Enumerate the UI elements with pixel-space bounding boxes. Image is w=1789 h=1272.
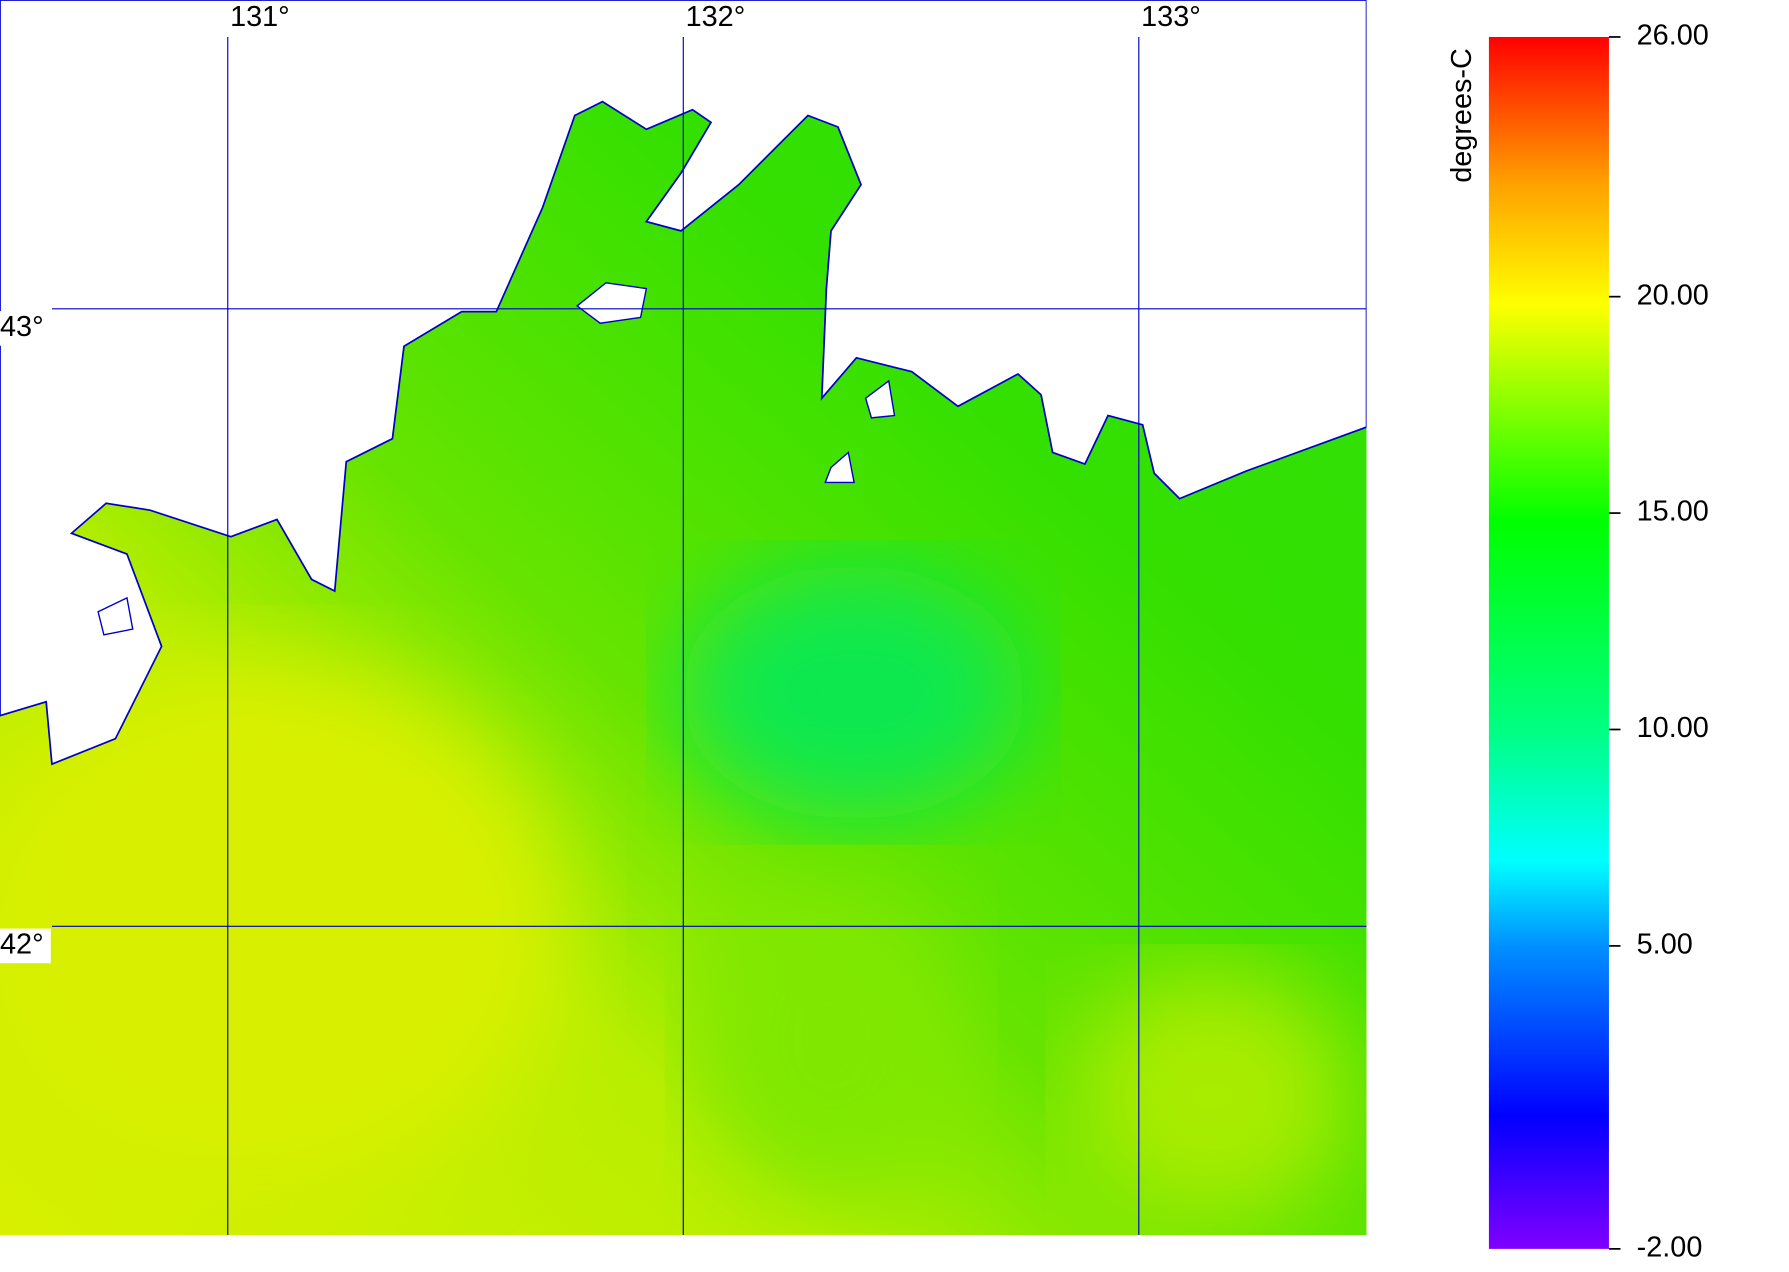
warm-patch [692,877,970,1201]
colorbar-tick-label: 10.00 [1637,712,1709,744]
colorbar-tick-label: -2.00 [1637,1232,1703,1264]
label-background [0,928,51,964]
colorbar-tick-label: 20.00 [1637,279,1709,311]
land [0,0,1367,766]
cool-patch [680,565,1028,820]
warm-patch [0,658,566,1189]
warm-patch [1073,969,1351,1224]
x-tick-label: 131° [230,1,290,33]
colorbar [1488,36,1609,1249]
y-tick-label: 42° [0,929,44,961]
y-tick-label: 43° [0,311,44,343]
island [97,282,896,636]
colorbar-tick-label: 26.00 [1637,20,1709,52]
colorbar-tick-label: 15.00 [1637,496,1709,528]
colorbar-label: degrees-C [1446,48,1478,183]
x-tick-label: 132° [686,1,746,33]
colorbar-tick-label: 5.00 [1637,929,1693,961]
label-background [0,311,51,346]
x-tick-label: 133° [1141,1,1201,33]
